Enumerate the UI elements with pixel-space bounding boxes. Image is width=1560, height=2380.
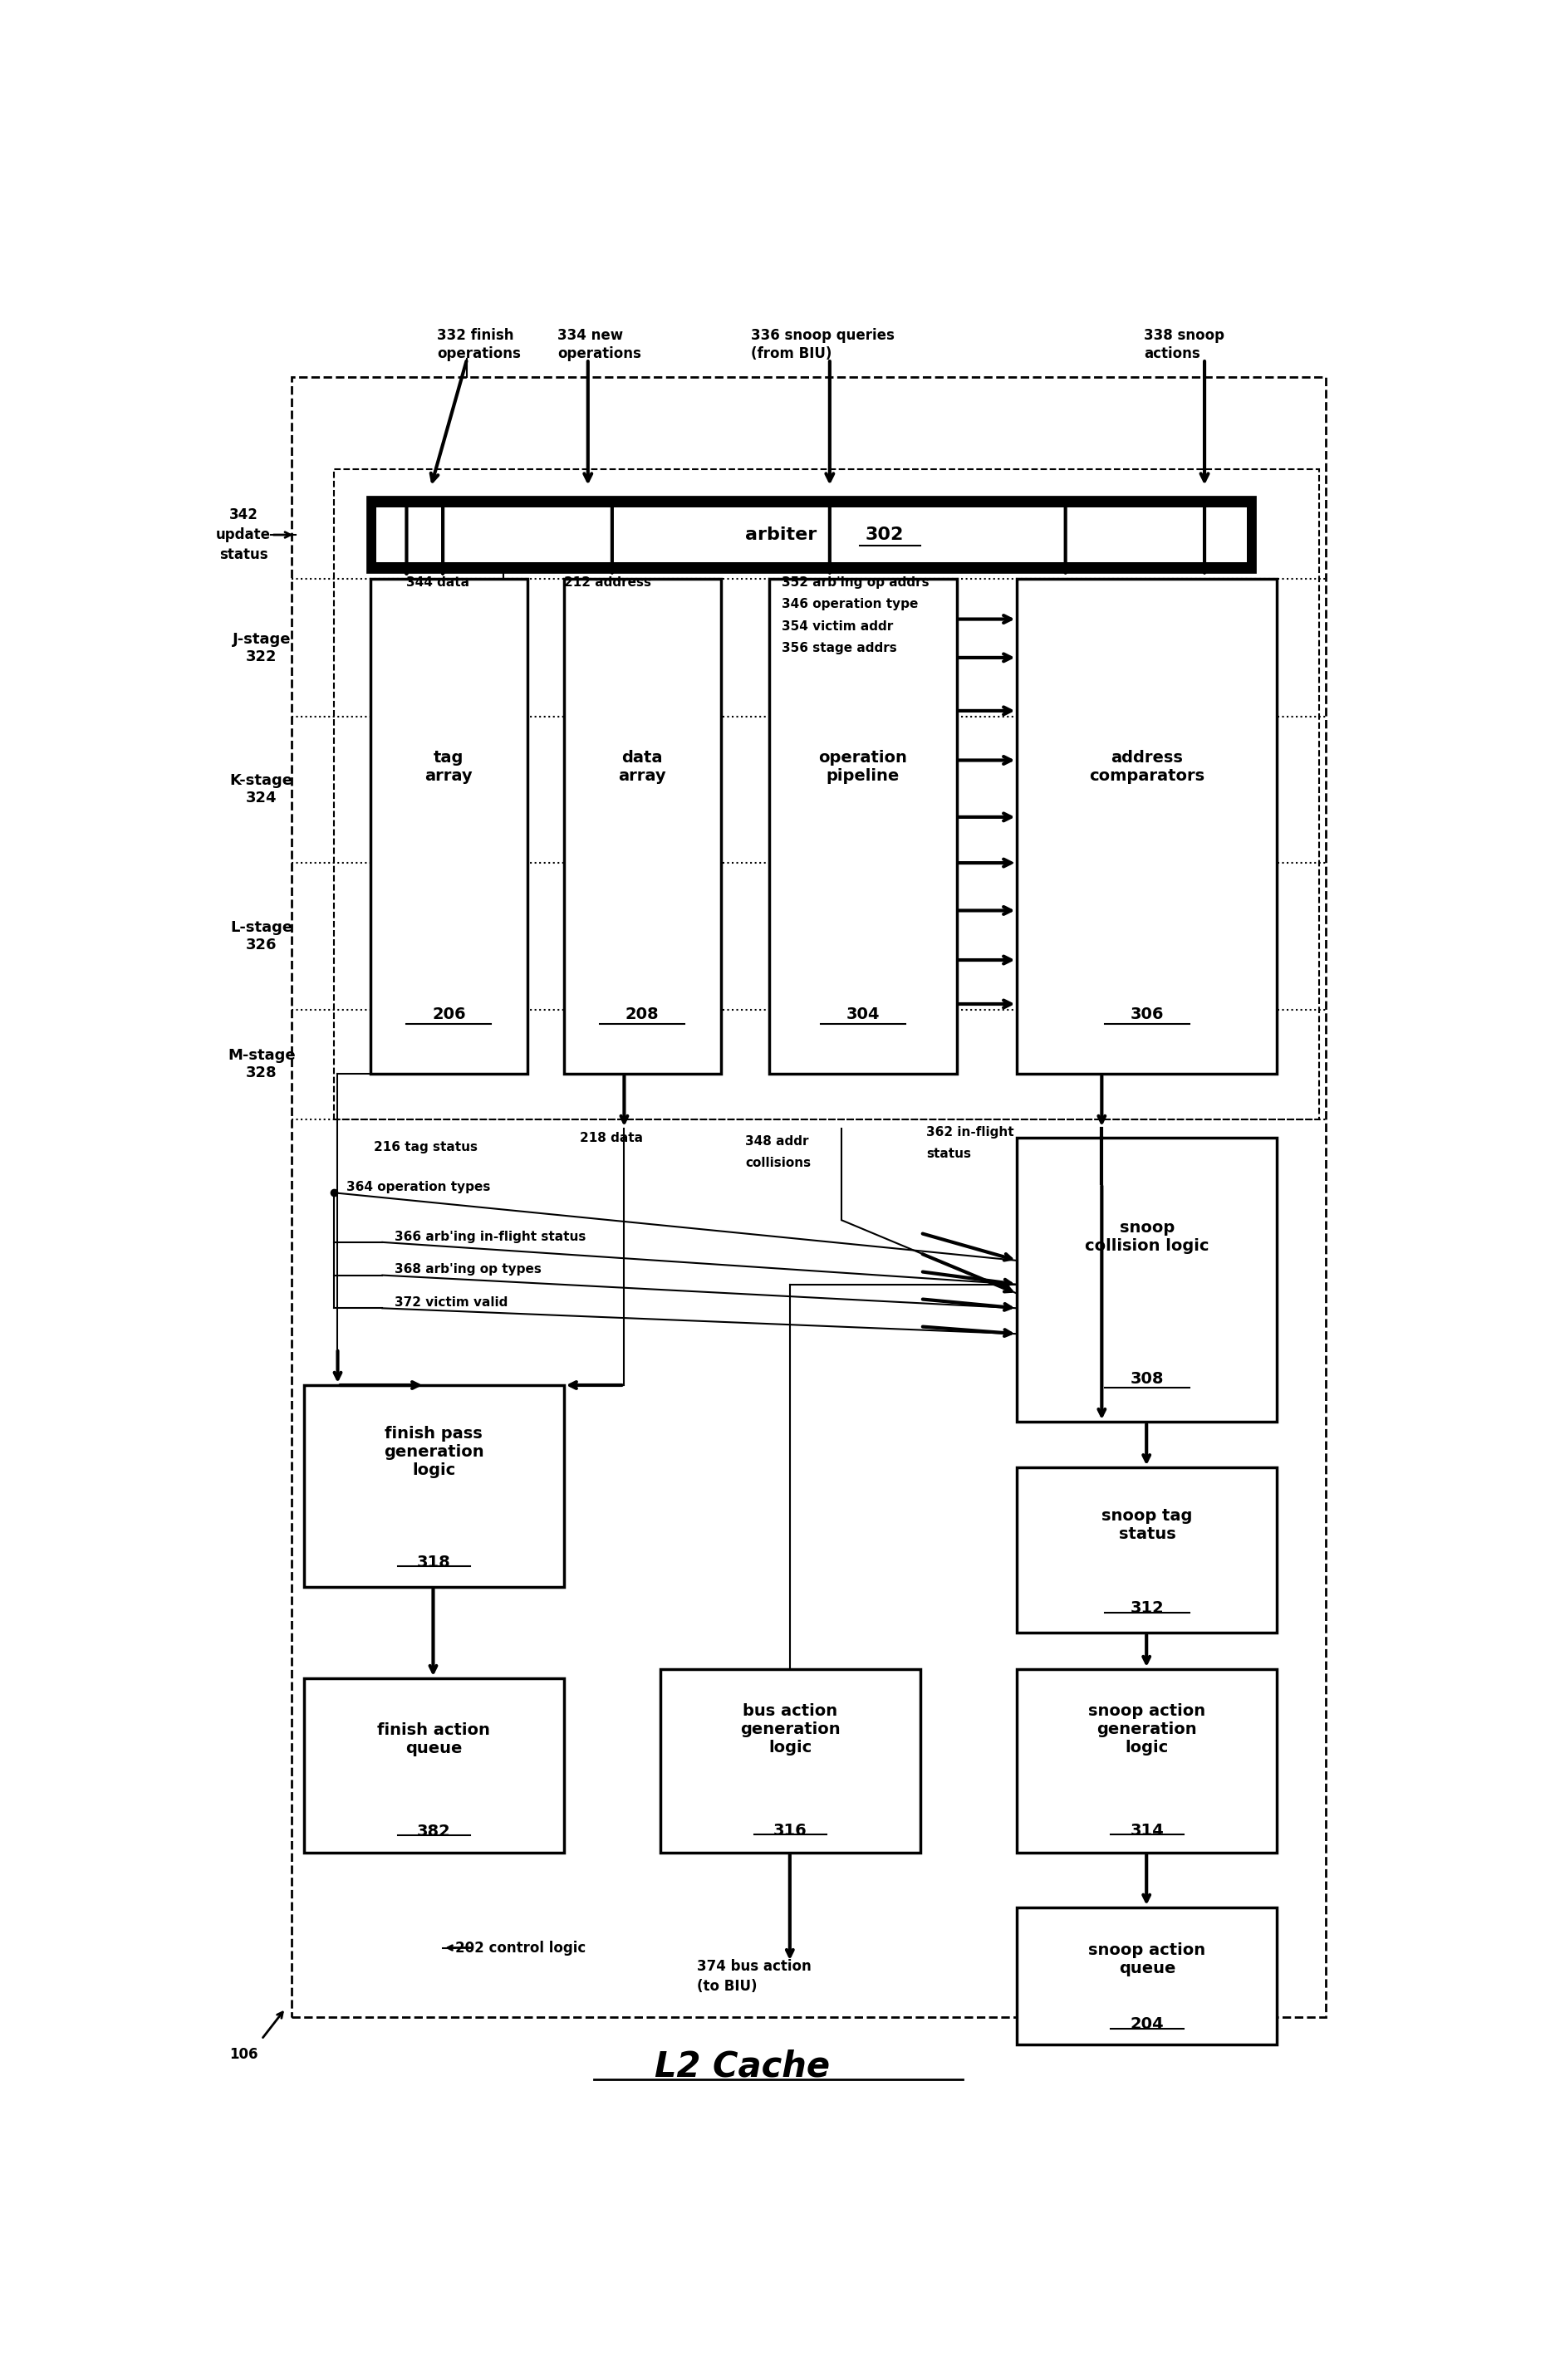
Text: 212 address: 212 address xyxy=(563,576,651,588)
FancyBboxPatch shape xyxy=(292,378,1326,2018)
FancyBboxPatch shape xyxy=(563,578,721,1073)
Text: M-stage
328: M-stage 328 xyxy=(228,1047,295,1081)
Text: 346 operation type: 346 operation type xyxy=(782,597,917,612)
FancyBboxPatch shape xyxy=(370,578,527,1073)
Text: data
array: data array xyxy=(618,750,666,783)
Text: 338 snoop: 338 snoop xyxy=(1143,328,1225,343)
Text: 318: 318 xyxy=(417,1554,451,1571)
Text: 366 arb'ing in-flight status: 366 arb'ing in-flight status xyxy=(395,1230,587,1242)
Text: operation
pipeline: operation pipeline xyxy=(819,750,908,783)
Text: actions: actions xyxy=(1143,345,1200,362)
Text: 332 finish: 332 finish xyxy=(437,328,513,343)
Text: (to BIU): (to BIU) xyxy=(697,1978,757,1994)
Text: tag
array: tag array xyxy=(424,750,473,783)
Text: snoop action
queue: snoop action queue xyxy=(1089,1942,1206,1978)
Text: 302: 302 xyxy=(864,526,903,543)
Text: 216 tag status: 216 tag status xyxy=(374,1140,477,1154)
Text: 356 stage addrs: 356 stage addrs xyxy=(782,643,897,655)
Text: 372 victim valid: 372 victim valid xyxy=(395,1297,507,1309)
Text: L2 Cache: L2 Cache xyxy=(655,2049,830,2085)
Text: 364 operation types: 364 operation types xyxy=(346,1180,490,1192)
Text: operations: operations xyxy=(558,345,641,362)
FancyBboxPatch shape xyxy=(1017,1138,1278,1421)
Text: snoop
collision logic: snoop collision logic xyxy=(1086,1221,1209,1254)
Text: 334 new: 334 new xyxy=(558,328,624,343)
Text: status: status xyxy=(927,1147,972,1161)
Text: 342: 342 xyxy=(229,507,257,521)
Text: L-stage
326: L-stage 326 xyxy=(231,921,293,952)
Text: status: status xyxy=(218,547,268,562)
Text: 344 data: 344 data xyxy=(407,576,470,588)
Text: operations: operations xyxy=(437,345,521,362)
Text: update: update xyxy=(215,528,271,543)
FancyBboxPatch shape xyxy=(1017,1468,1278,1633)
FancyBboxPatch shape xyxy=(769,578,956,1073)
FancyBboxPatch shape xyxy=(370,500,1253,569)
Text: 308: 308 xyxy=(1131,1371,1164,1388)
FancyBboxPatch shape xyxy=(1017,1906,1278,2044)
Text: K-stage
324: K-stage 324 xyxy=(229,774,293,807)
Text: 374 bus action: 374 bus action xyxy=(697,1959,811,1973)
Text: collisions: collisions xyxy=(746,1157,811,1169)
Text: 336 snoop queries: 336 snoop queries xyxy=(752,328,895,343)
Text: 304: 304 xyxy=(846,1007,880,1021)
Text: 106: 106 xyxy=(229,2047,257,2061)
Text: 204: 204 xyxy=(1129,2016,1164,2033)
FancyBboxPatch shape xyxy=(1017,578,1278,1073)
Text: (from BIU): (from BIU) xyxy=(752,345,831,362)
Text: 354 victim addr: 354 victim addr xyxy=(782,621,892,633)
Text: snoop tag
status: snoop tag status xyxy=(1101,1509,1192,1542)
Text: arbiter: arbiter xyxy=(746,526,830,543)
FancyBboxPatch shape xyxy=(304,1678,563,1852)
FancyBboxPatch shape xyxy=(1017,1668,1278,1852)
Text: finish action
queue: finish action queue xyxy=(378,1723,490,1756)
Text: 208: 208 xyxy=(626,1007,660,1021)
Text: 306: 306 xyxy=(1131,1007,1164,1021)
Text: 368 arb'ing op types: 368 arb'ing op types xyxy=(395,1264,541,1276)
Text: 348 addr: 348 addr xyxy=(746,1135,808,1147)
Text: 312: 312 xyxy=(1129,1599,1164,1616)
Text: 382: 382 xyxy=(417,1823,451,1840)
Text: bus action
generation
logic: bus action generation logic xyxy=(741,1704,841,1756)
Text: address
comparators: address comparators xyxy=(1089,750,1204,783)
Text: finish pass
generation
logic: finish pass generation logic xyxy=(384,1426,484,1478)
FancyBboxPatch shape xyxy=(660,1668,920,1852)
Text: 314: 314 xyxy=(1129,1823,1164,1837)
Text: 202 control logic: 202 control logic xyxy=(456,1940,585,1956)
FancyBboxPatch shape xyxy=(376,507,1246,562)
Text: 316: 316 xyxy=(774,1823,808,1837)
Text: 206: 206 xyxy=(432,1007,466,1021)
Text: 352 arb'ing op addrs: 352 arb'ing op addrs xyxy=(782,576,928,588)
Text: 362 in-flight: 362 in-flight xyxy=(927,1126,1014,1138)
Text: snoop action
generation
logic: snoop action generation logic xyxy=(1089,1704,1206,1756)
FancyBboxPatch shape xyxy=(304,1385,563,1587)
FancyBboxPatch shape xyxy=(334,469,1320,1119)
Text: 218 data: 218 data xyxy=(579,1130,643,1145)
Text: J-stage
322: J-stage 322 xyxy=(232,633,290,664)
